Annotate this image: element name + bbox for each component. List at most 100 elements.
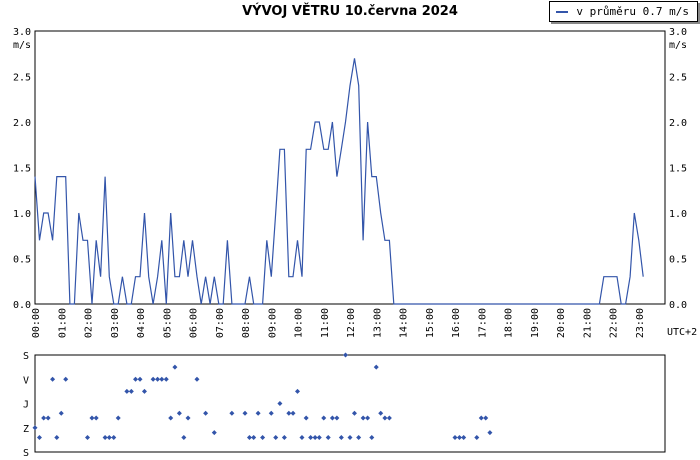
- direction-point: [150, 376, 156, 382]
- x-tick-label: 18:00: [504, 308, 515, 338]
- x-tick-label: 11:00: [320, 308, 331, 338]
- direction-point: [290, 410, 296, 416]
- direction-point: [286, 410, 292, 416]
- direction-point: [115, 415, 121, 421]
- direction-point: [268, 410, 274, 416]
- y-tick-label-right: 1.0: [669, 209, 687, 220]
- x-tick-label: 05:00: [162, 308, 173, 338]
- direction-point: [483, 415, 489, 421]
- direction-series: [32, 352, 493, 440]
- direction-point: [168, 415, 174, 421]
- direction-point: [360, 415, 366, 421]
- direction-point: [365, 415, 371, 421]
- x-tick-label: 10:00: [294, 308, 305, 338]
- speed-plot-frame: [34, 30, 666, 305]
- direction-point: [102, 434, 108, 440]
- direction-point: [159, 376, 165, 382]
- direction-point: [32, 425, 38, 431]
- x-tick-label: 01:00: [57, 308, 68, 338]
- y-tick-label-left: 2.5: [13, 73, 31, 84]
- x-tick-label: 13:00: [372, 308, 383, 338]
- direction-point: [176, 410, 182, 416]
- x-tick-label: 02:00: [84, 308, 95, 338]
- direction-point: [172, 364, 178, 370]
- x-tick-label: 17:00: [477, 308, 488, 338]
- x-tick-label: 14:00: [399, 308, 410, 338]
- direction-point: [356, 434, 362, 440]
- direction-category-label: S: [23, 351, 29, 362]
- direction-point: [461, 434, 467, 440]
- direction-point: [111, 434, 117, 440]
- x-tick-label: 20:00: [556, 308, 567, 338]
- direction-point: [85, 434, 90, 440]
- direction-point: [373, 364, 379, 370]
- legend: v průměru 0.7 m/s: [549, 1, 698, 22]
- x-tick-label: 21:00: [582, 308, 593, 338]
- direction-point: [242, 410, 248, 416]
- direction-point: [273, 434, 279, 440]
- direction-category-label: J: [23, 400, 29, 411]
- direction-point: [369, 434, 375, 440]
- speed-series: [34, 58, 644, 305]
- x-tick-label: 22:00: [609, 308, 620, 338]
- direction-point: [338, 434, 344, 440]
- direction-point: [58, 410, 64, 416]
- legend-label: v průměru 0.7 m/s: [576, 5, 689, 18]
- direction-point: [185, 415, 191, 421]
- x-tick-label: 09:00: [267, 308, 278, 338]
- speed-line: [34, 58, 644, 305]
- x-tick-label: 00:00: [31, 308, 42, 338]
- direction-point: [308, 434, 314, 440]
- direction-point: [343, 352, 349, 358]
- y-tick-label-right: 0.0: [669, 300, 687, 311]
- direction-point: [456, 434, 462, 440]
- direction-point: [281, 434, 287, 440]
- y-unit-label-left: m/s: [13, 40, 31, 51]
- y-tick-label-right: 0.5: [669, 255, 687, 266]
- x-tick-label: 07:00: [215, 308, 226, 338]
- y-tick-label-left: 3.0: [13, 27, 31, 38]
- direction-point: [295, 388, 300, 394]
- direction-point: [386, 415, 392, 421]
- direction-point: [246, 434, 252, 440]
- timezone-label: UTC+2: [667, 327, 697, 338]
- x-tick-label: 23:00: [635, 308, 646, 338]
- direction-point: [41, 415, 47, 421]
- direction-point: [163, 376, 169, 382]
- y-tick-label-left: 2.0: [13, 118, 31, 129]
- direction-point: [299, 434, 305, 440]
- direction-point: [50, 376, 56, 382]
- y-tick-label-left: 1.0: [13, 209, 31, 220]
- direction-point: [181, 434, 187, 440]
- direction-point: [260, 434, 266, 440]
- direction-point: [478, 415, 484, 421]
- y-tick-label-right: 2.5: [669, 73, 687, 84]
- direction-point: [106, 434, 112, 440]
- legend-line-swatch: [556, 10, 569, 13]
- axis-labels: 0.0 0.0 0.5 0.5 1.0 1.0 1.5 1.5 2.0 2.0 2.5 2.5 3.0 3…: [13, 27, 697, 459]
- direction-point: [63, 376, 69, 382]
- y-tick-label-left: 1.5: [13, 164, 31, 175]
- direction-point: [128, 388, 134, 394]
- direction-point: [93, 415, 99, 421]
- chart-title: VÝVOJ VĚTRU 10.června 2024: [242, 4, 458, 19]
- x-tick-label: 19:00: [530, 308, 541, 338]
- x-tick-label: 15:00: [425, 308, 436, 338]
- direction-point: [351, 410, 357, 416]
- x-tick-label: 06:00: [189, 308, 200, 338]
- direction-category-label: Z: [23, 424, 29, 435]
- direction-point: [194, 376, 200, 382]
- y-tick-label-left: 0.5: [13, 255, 31, 266]
- direction-point: [277, 401, 283, 406]
- direction-point: [203, 410, 209, 416]
- direction-point: [303, 415, 309, 421]
- y-tick-label-right: 3.0: [669, 27, 687, 38]
- axes: [34, 30, 666, 453]
- direction-point: [312, 434, 318, 440]
- direction-point: [155, 376, 161, 382]
- direction-category-label: V: [23, 375, 29, 386]
- direction-point: [452, 434, 458, 440]
- x-tick-label: 03:00: [110, 308, 121, 338]
- direction-point: [133, 376, 139, 382]
